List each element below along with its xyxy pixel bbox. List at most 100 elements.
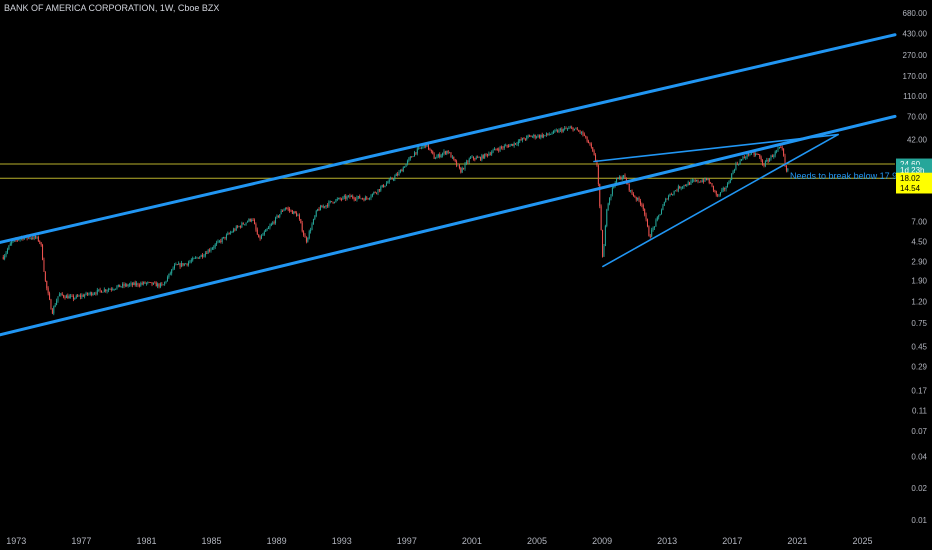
candle — [617, 177, 619, 179]
candle — [367, 198, 369, 200]
candle — [399, 170, 401, 173]
candle — [134, 282, 136, 286]
candle — [485, 153, 487, 155]
candle — [341, 198, 343, 200]
candle — [530, 135, 532, 138]
candle — [61, 293, 63, 296]
price-badge[interactable] — [896, 172, 932, 184]
candle — [289, 208, 291, 211]
candle — [356, 197, 358, 200]
candle — [35, 236, 37, 238]
candle — [544, 135, 546, 137]
candle — [468, 158, 470, 163]
candle — [28, 237, 30, 239]
candle — [339, 198, 341, 199]
candle — [454, 159, 456, 162]
candle — [136, 283, 138, 286]
candle — [705, 178, 707, 180]
candle — [214, 244, 216, 248]
candle — [5, 252, 7, 256]
candle — [321, 206, 323, 208]
candle — [357, 196, 359, 198]
candle — [211, 247, 213, 250]
price-badge[interactable] — [896, 158, 932, 170]
x-tick-label: 2001 — [462, 536, 482, 546]
candle — [81, 295, 83, 297]
candle — [700, 181, 702, 183]
candle — [635, 197, 637, 200]
x-tick-label: 2005 — [527, 536, 547, 546]
candle — [252, 219, 254, 221]
candle — [168, 273, 170, 278]
trendline-upper-channel[interactable] — [0, 33, 897, 244]
candle — [283, 209, 285, 212]
candle — [662, 205, 664, 211]
candle — [279, 214, 281, 217]
x-tick-label: 1997 — [397, 536, 417, 546]
price-badge[interactable] — [896, 182, 932, 194]
candle — [492, 150, 494, 153]
candle — [503, 145, 505, 148]
candle — [715, 190, 717, 195]
candle — [684, 184, 686, 186]
candle — [224, 236, 226, 239]
price-badge-label: 18.02 — [900, 174, 921, 183]
candle — [133, 282, 135, 285]
candle — [437, 154, 439, 157]
candle — [348, 195, 350, 197]
x-tick-label: 2009 — [592, 536, 612, 546]
trendline-lower-channel[interactable] — [0, 114, 897, 337]
candle — [345, 196, 347, 199]
candle — [84, 294, 86, 297]
candle — [760, 157, 762, 161]
candle — [519, 139, 521, 142]
candle — [395, 174, 397, 176]
candle — [376, 192, 378, 194]
candle — [479, 157, 481, 160]
candle — [710, 182, 712, 184]
candle — [36, 236, 38, 238]
candle — [70, 295, 72, 297]
candle — [721, 189, 723, 193]
price-badge[interactable] — [896, 164, 932, 176]
candle — [489, 153, 491, 155]
candle — [207, 249, 209, 254]
candle — [408, 158, 410, 161]
x-tick-label: 1981 — [136, 536, 156, 546]
candle — [385, 183, 387, 186]
candle — [336, 198, 338, 200]
candle — [712, 185, 714, 191]
candle — [138, 285, 140, 287]
candle — [696, 179, 698, 182]
candle — [509, 144, 511, 147]
candle — [652, 227, 654, 230]
candle — [682, 186, 684, 188]
candle — [68, 296, 70, 299]
trendline-wedge-resistance[interactable] — [593, 133, 839, 163]
candle — [575, 128, 577, 130]
candle — [63, 295, 65, 297]
candle — [102, 291, 104, 293]
candle — [585, 135, 587, 137]
candle — [98, 289, 100, 291]
candle — [784, 155, 786, 167]
y-tick-label: 270.00 — [903, 51, 928, 60]
candle — [297, 215, 299, 217]
candle — [726, 183, 728, 188]
candle — [319, 206, 321, 211]
candle — [269, 225, 271, 228]
candle — [4, 255, 6, 260]
trendline-wedge-support[interactable] — [602, 133, 839, 268]
candle — [332, 201, 334, 203]
candle — [23, 237, 25, 240]
candle — [238, 226, 240, 227]
y-tick-label: 2.90 — [911, 257, 927, 266]
candle — [256, 229, 258, 235]
candle — [78, 295, 80, 297]
candle — [30, 238, 32, 240]
candle — [501, 147, 503, 148]
candle — [449, 152, 451, 154]
candle — [520, 139, 522, 141]
candle — [513, 143, 515, 146]
